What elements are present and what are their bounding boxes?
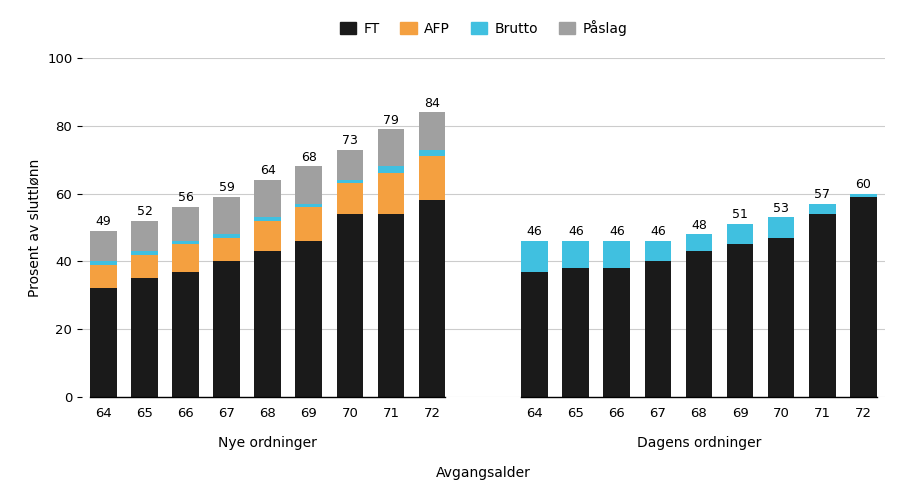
Bar <box>521 241 548 272</box>
Bar <box>336 214 363 397</box>
Bar <box>377 173 404 214</box>
Bar <box>295 241 322 397</box>
Bar <box>213 234 240 238</box>
Bar <box>418 200 445 397</box>
Bar <box>213 197 240 234</box>
Bar <box>213 261 240 397</box>
Bar <box>213 238 240 261</box>
Bar <box>90 261 117 265</box>
Legend: FT, AFP, Brutto, Påslag: FT, AFP, Brutto, Påslag <box>333 14 632 41</box>
Bar <box>131 278 158 397</box>
Bar <box>172 272 199 397</box>
Bar <box>336 183 363 214</box>
Bar <box>377 129 404 166</box>
Text: 56: 56 <box>178 192 193 204</box>
Text: 64: 64 <box>260 165 275 177</box>
Bar <box>849 194 875 197</box>
Text: 68: 68 <box>301 151 316 164</box>
Bar <box>131 251 158 255</box>
Bar <box>90 288 117 397</box>
Bar <box>418 156 445 200</box>
Text: 57: 57 <box>814 188 829 201</box>
Bar <box>562 241 589 268</box>
Bar <box>418 150 445 156</box>
Text: 49: 49 <box>96 215 111 228</box>
Text: 59: 59 <box>219 182 234 194</box>
Bar <box>521 272 548 397</box>
Bar <box>808 214 834 397</box>
Bar <box>562 268 589 397</box>
Text: 46: 46 <box>527 226 542 238</box>
Text: 52: 52 <box>137 205 152 218</box>
Bar <box>767 238 793 397</box>
Bar <box>685 234 711 251</box>
Bar <box>131 255 158 278</box>
Bar <box>603 241 630 268</box>
Text: 53: 53 <box>773 202 788 214</box>
Text: 46: 46 <box>650 226 665 238</box>
Bar <box>254 221 281 251</box>
Bar <box>377 166 404 173</box>
Bar <box>418 112 445 150</box>
Text: Avgangsalder: Avgangsalder <box>435 466 530 480</box>
Bar <box>603 268 630 397</box>
Text: 46: 46 <box>568 226 583 238</box>
Bar <box>808 204 834 214</box>
Bar <box>90 231 117 261</box>
Bar <box>295 207 322 241</box>
Text: 79: 79 <box>383 114 398 126</box>
Bar <box>172 241 199 244</box>
Bar <box>767 217 793 238</box>
Bar <box>90 265 117 288</box>
Bar <box>726 244 752 397</box>
Bar <box>131 221 158 251</box>
Bar <box>685 251 711 397</box>
Text: Nye ordninger: Nye ordninger <box>218 436 317 450</box>
Text: Dagens ordninger: Dagens ordninger <box>636 436 761 450</box>
Text: 46: 46 <box>609 226 624 238</box>
Text: 60: 60 <box>855 178 870 191</box>
Text: 48: 48 <box>691 219 706 231</box>
Bar <box>254 180 281 217</box>
Text: 51: 51 <box>732 209 747 221</box>
Bar <box>644 261 670 397</box>
Bar <box>254 217 281 221</box>
Text: 84: 84 <box>424 97 439 109</box>
Bar <box>849 197 875 397</box>
Bar <box>295 204 322 207</box>
Bar <box>172 207 199 241</box>
Bar <box>172 244 199 272</box>
Bar <box>336 150 363 180</box>
Bar <box>726 224 752 244</box>
Y-axis label: Prosent av sluttlønn: Prosent av sluttlønn <box>27 158 42 297</box>
Bar <box>295 166 322 204</box>
Bar <box>377 214 404 397</box>
Bar <box>644 241 670 261</box>
Bar <box>254 251 281 397</box>
Bar <box>336 180 363 183</box>
Text: 73: 73 <box>342 134 357 147</box>
